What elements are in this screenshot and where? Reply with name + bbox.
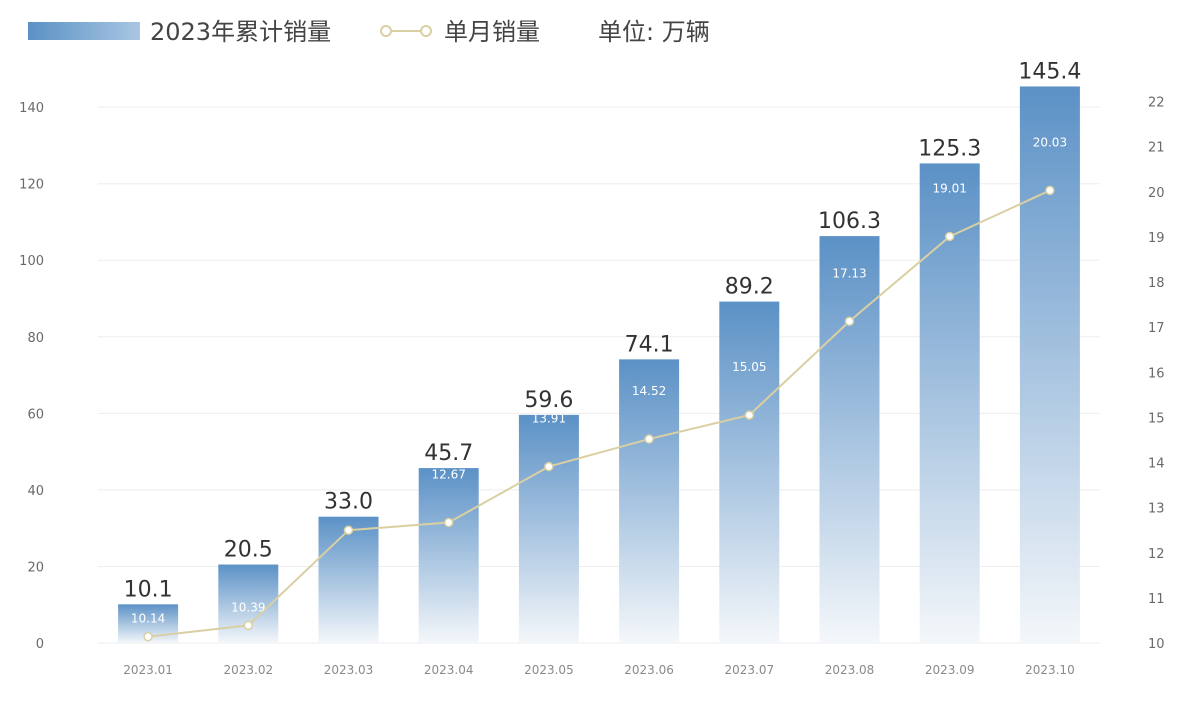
y-left-tick-label: 60: [27, 407, 44, 422]
monthly-point: [443, 517, 454, 528]
y-right-tick-label: 14: [1148, 457, 1165, 472]
bar: [318, 516, 379, 643]
x-tick-label: 2023.03: [324, 663, 374, 677]
bar-value-label: 145.4: [1018, 59, 1081, 84]
monthly-value-label: 10.14: [131, 612, 165, 626]
monthly-point: [644, 434, 654, 444]
bar: [418, 468, 479, 643]
y-right-tick-label: 10: [1148, 637, 1165, 652]
monthly-value-label: 17.13: [832, 266, 866, 280]
y-right-tick-label: 19: [1148, 231, 1165, 246]
monthly-value-label: 20.03: [1033, 135, 1067, 149]
monthly-value-label: 15.05: [732, 360, 766, 374]
x-tick-label: 2023.01: [123, 663, 173, 677]
monthly-line-path: [147, 189, 1051, 638]
y-right-tick-label: 22: [1148, 96, 1165, 111]
bar: [719, 301, 780, 643]
y-right-tick-label: 20: [1148, 186, 1165, 201]
x-tick-label: 2023.04: [424, 663, 474, 677]
bar: [1019, 86, 1080, 643]
monthly-point: [944, 231, 955, 242]
bar-value-labels: 10.1 20.5 33.0 45.7 59.6 74.1 89.2 106.3 125.3 14…: [124, 59, 1082, 602]
bar: [919, 163, 980, 643]
bar-value-label: 89.2: [725, 275, 774, 300]
legend-line-marker-right: [420, 25, 432, 37]
monthly-point: [744, 410, 755, 420]
y-right-tick-label: 11: [1148, 592, 1165, 607]
legend: 2023年累计销量 单月销量 单位: 万辆: [28, 18, 710, 46]
monthly-value-label: 14.52: [632, 384, 666, 398]
x-axis: 2023.01 2023.02 2023.03 2023.04 2023.05 2023.…: [123, 663, 1074, 677]
monthly-point: [243, 620, 254, 631]
monthly-point: [343, 525, 354, 535]
y-right-tick-label: 18: [1148, 276, 1165, 291]
x-tick-label: 2023.09: [925, 663, 975, 677]
legend-bar-label: 2023年累计销量: [150, 18, 331, 46]
monthly-point: [844, 316, 855, 327]
monthly-value-label: 12.50: [331, 475, 365, 489]
x-tick-label: 2023.10: [1025, 663, 1075, 677]
bar-value-label: 59.6: [524, 388, 573, 413]
y-right-tick-label: 17: [1148, 321, 1165, 336]
y-right-tick-label: 13: [1148, 502, 1165, 517]
y-left-tick-label: 0: [36, 637, 44, 652]
bar-value-label: 106.3: [818, 209, 881, 234]
x-tick-label: 2023.07: [724, 663, 774, 677]
y-right-tick-label: 21: [1148, 141, 1165, 156]
bar-value-label: 10.1: [124, 577, 173, 602]
legend-line-marker-left: [380, 25, 392, 37]
y-right-tick-label: 16: [1148, 366, 1165, 381]
x-tick-label: 2023.05: [524, 663, 574, 677]
monthly-value-label: 19.01: [933, 181, 967, 195]
monthly-point: [1045, 185, 1055, 196]
y-axis-left: 0 20 40 60 80 100 120 140: [19, 101, 44, 652]
legend-bar-swatch: [28, 22, 140, 40]
y-left-tick-label: 120: [19, 178, 44, 193]
monthly-value-label: 13.91: [532, 412, 566, 426]
y-left-tick-label: 140: [19, 101, 44, 116]
monthly-point: [544, 461, 554, 472]
x-tick-label: 2023.06: [624, 663, 674, 677]
monthly-value-label: 10.39: [231, 600, 265, 614]
bar: [819, 236, 880, 644]
bars: [118, 86, 1080, 644]
unit-label: 单位: 万辆: [598, 18, 710, 46]
monthly-point: [143, 631, 153, 642]
y-left-tick-label: 20: [27, 560, 44, 575]
bar-value-label: 74.1: [625, 332, 674, 357]
y-axis-right: 10 11 12 13 14 15 16 17 18 19 20 21 22: [1148, 96, 1165, 652]
bar: [619, 359, 680, 643]
bar-value-label: 33.0: [324, 490, 373, 515]
monthly-value-label: 12.67: [432, 468, 466, 482]
bar-value-label: 45.7: [424, 441, 473, 466]
x-tick-label: 2023.02: [223, 663, 273, 677]
y-left-tick-label: 100: [19, 254, 44, 269]
bar: [518, 414, 579, 643]
legend-line-label: 单月销量: [444, 18, 540, 46]
y-left-tick-label: 80: [27, 331, 44, 346]
x-tick-label: 2023.08: [825, 663, 875, 677]
monthly-line: 10.14 10.39 12.50 12.67 13.91 14.52 15.05 17.13…: [131, 135, 1067, 642]
bar-value-label: 125.3: [918, 136, 981, 161]
y-left-tick-label: 40: [27, 484, 44, 499]
y-right-tick-label: 12: [1148, 547, 1165, 562]
y-right-tick-label: 15: [1148, 411, 1165, 426]
bar-value-label: 20.5: [224, 538, 273, 563]
